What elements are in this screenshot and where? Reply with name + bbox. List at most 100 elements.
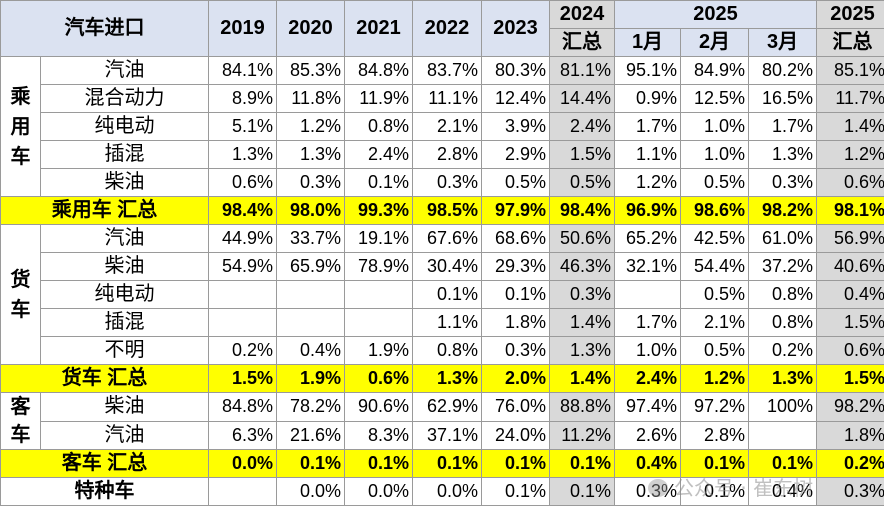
fuel-type-value: 2.8% <box>680 420 749 450</box>
fuel-type-value: 8.9% <box>208 84 277 113</box>
header-row-top: 汽车进口 2019 2020 2021 2022 2023 2024 2025 … <box>0 0 884 57</box>
fuel-type-value: 100% <box>747 392 818 422</box>
fuel-type-value: 81.1% <box>549 56 615 85</box>
table-row: 客车 柴油 84.8% 78.2% 90.6% 62.9% 76.0% 88.8% 97.4% 9… <box>0 392 884 450</box>
table-row: 柴油 0.6% 0.3% 0.1% 0.3% 0.5% 0.5% 1.2% 0.5% 0.3% 0.… <box>1 168 884 197</box>
month-header-jan: 1月 <box>614 28 681 57</box>
fuel-type-value: 0.8% <box>412 336 482 365</box>
category-cell-bus: 客车 <box>0 392 41 450</box>
special-value: 0.0% <box>276 477 345 506</box>
special-value: 0.1% <box>680 477 749 506</box>
fuel-type-value: 95.1% <box>614 56 681 85</box>
special-vehicle-label: 特种车 <box>0 477 209 506</box>
total-value: 1.9% <box>276 364 345 393</box>
special-vehicle-row: 特种车 0.0% 0.0% 0.0% 0.1% 0.1% 0.3% 0.1% 0.4% 0.3% <box>0 477 884 506</box>
fuel-type-value: 0.6% <box>208 168 277 197</box>
fuel-type-value: 97.2% <box>680 392 749 422</box>
fuel-type-value: 42.5% <box>680 224 749 253</box>
fuel-type-value: 1.7% <box>747 112 818 141</box>
year-header-2025-summary: 2025 <box>816 0 884 29</box>
fuel-type-value: 16.5% <box>747 84 818 113</box>
fuel-type-label: 插混 <box>40 140 209 169</box>
fuel-type-value: 0.3% <box>412 168 482 197</box>
special-value: 0.1% <box>481 477 550 506</box>
fuel-type-label: 纯电动 <box>40 112 209 141</box>
total-value: 99.3% <box>344 196 413 225</box>
total-value: 98.2% <box>747 196 818 225</box>
fuel-type-value: 80.3% <box>481 56 550 85</box>
total-value: 1.2% <box>680 364 749 393</box>
total-value: 0.1% <box>344 449 413 478</box>
table-row: 汽油 6.3% 21.6% 8.3% 37.1% 24.0% 11.2% 2.6% 2.8% 1.… <box>1 420 884 450</box>
total-value: 98.4% <box>208 196 277 225</box>
fuel-type-value: 1.0% <box>680 112 749 141</box>
fuel-type-value: 0.1% <box>412 280 482 309</box>
special-value: 0.3% <box>816 477 884 506</box>
fuel-type-value: 1.5% <box>549 140 615 169</box>
category-cell-truck: 货车 <box>0 224 41 365</box>
fuel-type-value: 1.3% <box>747 140 818 169</box>
fuel-type-value: 0.4% <box>276 336 345 365</box>
fuel-type-value: 98.2% <box>816 392 884 422</box>
fuel-type-value: 2.4% <box>549 112 615 141</box>
fuel-type-value: 1.9% <box>344 336 413 365</box>
header-row-bottom: 汇总 1月 2月 3月 汇总 <box>1 28 884 57</box>
total-value: 1.3% <box>747 364 818 393</box>
table-row: 柴油 54.9% 65.9% 78.9% 30.4% 29.3% 46.3% 32.1% 54.… <box>1 252 884 281</box>
year-header-2024: 2024 <box>549 0 615 29</box>
summary-header-2024: 汇总 <box>549 28 615 57</box>
fuel-type-label: 汽油 <box>40 56 209 85</box>
fuel-type-value <box>208 308 277 337</box>
total-value: 96.9% <box>614 196 681 225</box>
table-title: 汽车进口 <box>0 0 209 57</box>
fuel-type-value: 0.3% <box>276 168 345 197</box>
table-row: 乘用车 汽油 84.1% 85.3% 84.8% 83.7% 80.3% 81.1% 95.1%… <box>0 56 884 197</box>
fuel-type-value: 84.1% <box>208 56 277 85</box>
fuel-type-label: 柴油 <box>40 392 209 422</box>
fuel-type-value: 37.2% <box>747 252 818 281</box>
total-value: 1.3% <box>412 364 482 393</box>
fuel-type-value: 0.1% <box>344 168 413 197</box>
fuel-type-label: 柴油 <box>40 168 209 197</box>
fuel-type-value: 44.9% <box>208 224 277 253</box>
fuel-type-value: 50.6% <box>549 224 615 253</box>
fuel-type-value: 1.2% <box>614 168 681 197</box>
total-value: 98.0% <box>276 196 345 225</box>
total-value: 2.4% <box>614 364 681 393</box>
month-header-mar: 3月 <box>747 28 818 57</box>
total-value: 97.9% <box>481 196 550 225</box>
fuel-type-value: 29.3% <box>481 252 550 281</box>
special-value: 0.1% <box>549 477 615 506</box>
fuel-type-value: 11.8% <box>276 84 345 113</box>
table-row: 纯电动 5.1% 1.2% 0.8% 2.1% 3.9% 2.4% 1.7% 1.0% 1.7% 1… <box>1 112 884 141</box>
fuel-type-value <box>344 308 413 337</box>
fuel-type-value: 1.2% <box>816 140 884 169</box>
total-row-bus: 客车 汇总 0.0% 0.1% 0.1% 0.1% 0.1% 0.1% 0.4% 0.1% 0.1… <box>0 449 884 478</box>
fuel-type-value: 1.4% <box>816 112 884 141</box>
total-value: 0.0% <box>208 449 277 478</box>
fuel-type-value: 0.3% <box>549 280 615 309</box>
fuel-type-value: 30.4% <box>412 252 482 281</box>
fuel-type-label: 汽油 <box>40 224 209 253</box>
total-value: 0.6% <box>344 364 413 393</box>
fuel-type-value: 0.3% <box>481 336 550 365</box>
total-value: 0.4% <box>614 449 681 478</box>
fuel-type-value: 21.6% <box>276 420 345 450</box>
fuel-type-value: 2.8% <box>412 140 482 169</box>
fuel-type-label: 混合动力 <box>40 84 209 113</box>
fuel-type-value: 19.1% <box>344 224 413 253</box>
fuel-type-value: 6.3% <box>208 420 277 450</box>
fuel-type-value <box>208 280 277 309</box>
fuel-type-value: 88.8% <box>549 392 615 422</box>
fuel-type-value: 65.9% <box>276 252 345 281</box>
fuel-type-value: 0.6% <box>816 336 884 365</box>
total-value: 0.1% <box>412 449 482 478</box>
fuel-type-value: 12.5% <box>680 84 749 113</box>
fuel-type-value: 0.5% <box>481 168 550 197</box>
category-label-bus: 客车 <box>10 396 31 446</box>
fuel-type-value: 54.4% <box>680 252 749 281</box>
total-row-passenger: 乘用车 汇总 98.4% 98.0% 99.3% 98.5% 97.9% 98.4% 96.9… <box>0 196 884 225</box>
total-value: 0.1% <box>276 449 345 478</box>
fuel-type-value: 11.1% <box>412 84 482 113</box>
fuel-type-value: 0.6% <box>816 168 884 197</box>
